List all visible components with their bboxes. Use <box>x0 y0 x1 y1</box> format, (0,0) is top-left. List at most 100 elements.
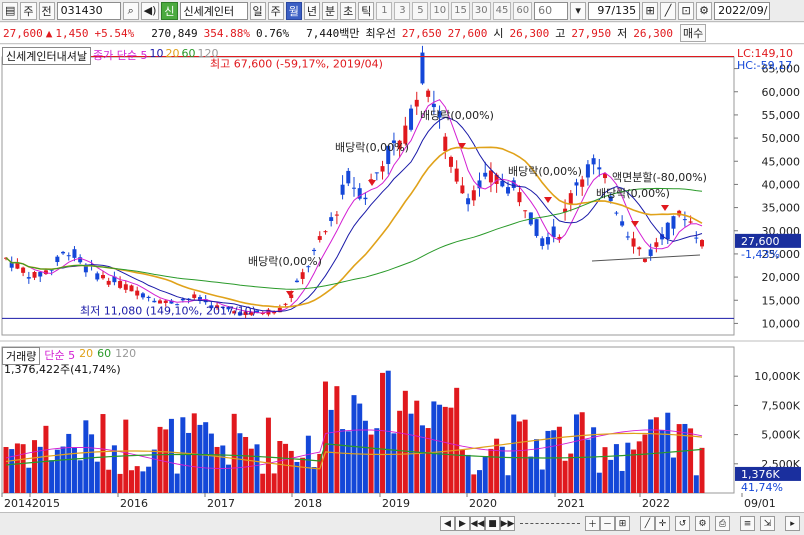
search-icon[interactable]: ⌕ <box>122 1 139 20</box>
chart-area[interactable]: 10,000 15,000 20,000 25,000 30,000 35,000 40,0… <box>0 45 804 535</box>
price-tick-label: 35,000 <box>762 202 801 215</box>
prev-button[interactable]: 전 <box>38 1 55 20</box>
candle-body <box>660 234 665 240</box>
stop-button[interactable]: ■ <box>485 516 500 531</box>
candle-body <box>443 136 448 151</box>
candle-body <box>61 251 66 254</box>
chart-scrollbar[interactable]: ◀ ▶ ◀◀ ■ ▶▶ ＋ － ⊞ ╱ ✛ ↺ ⚙ ⎙ ≡ ⇲ ▸ <box>0 512 804 535</box>
ma10-legend[interactable]: 10 <box>149 47 164 60</box>
draw-icon[interactable]: ╱ <box>660 1 677 20</box>
volume-bar <box>676 424 682 493</box>
stock-code-input[interactable]: 031430 <box>56 1 121 20</box>
candle-body <box>43 270 48 275</box>
speaker-icon[interactable]: ◀) <box>140 1 160 20</box>
reset-icon[interactable]: ↺ <box>675 516 690 531</box>
zoom-track[interactable] <box>520 523 580 525</box>
scroll-start-button[interactable]: ◀◀ <box>470 516 485 531</box>
volume-bar <box>442 406 448 493</box>
candle-body <box>306 266 311 268</box>
period-second[interactable]: 초 <box>340 1 357 20</box>
date-input[interactable]: 2022/09/ <box>714 1 771 20</box>
x-tick-label: 2019 <box>382 497 410 510</box>
x-tick-label: 2015 <box>32 497 60 510</box>
volume-bar <box>545 430 551 493</box>
candle-body <box>426 90 431 97</box>
scroll-right-button[interactable]: ▶ <box>455 516 470 531</box>
volume-bar <box>49 460 55 493</box>
volume-bar <box>220 445 226 493</box>
volume-bar <box>100 414 106 493</box>
volume-bar <box>465 454 471 493</box>
market-select[interactable]: 주 <box>20 1 37 20</box>
draw-line-icon[interactable]: ╱ <box>640 516 655 531</box>
volume-bar <box>237 433 243 493</box>
scroll-end-button[interactable]: ▶▶ <box>500 516 515 531</box>
volume-series-name[interactable]: 거래량 <box>2 347 41 365</box>
ma20-legend[interactable]: 20 <box>165 47 180 60</box>
zoom-in-icon[interactable]: ＋ <box>585 516 600 531</box>
candle-body <box>249 311 254 315</box>
candle-body <box>523 210 528 212</box>
scroll-end-icon[interactable]: ▸ <box>785 516 800 531</box>
interval-45[interactable]: 45 <box>492 1 512 20</box>
count-input[interactable]: 60 <box>534 1 569 20</box>
price-series-name[interactable]: 신세계인터내셔날 <box>2 47 91 65</box>
candle-body <box>158 300 163 304</box>
volume-bar <box>653 417 659 493</box>
volume-bar <box>362 420 368 493</box>
candle-body <box>386 145 391 165</box>
vol-ma20-line <box>5 432 703 470</box>
gear-icon[interactable]: ⚙ <box>696 1 713 20</box>
volume-bar <box>494 438 500 493</box>
candle-body <box>255 310 260 313</box>
volume-bar <box>168 418 174 493</box>
zoom-out-icon[interactable]: － <box>600 516 615 531</box>
candle-body <box>352 187 356 189</box>
volume-bar <box>248 448 254 493</box>
interval-10[interactable]: 10 <box>430 1 450 20</box>
interval-3[interactable]: 3 <box>394 1 411 20</box>
stock-chart[interactable]: 10,00015,00020,00025,00030,00035,00040,0… <box>0 45 804 512</box>
scroll-left-button[interactable]: ◀ <box>440 516 455 531</box>
candle-body <box>357 188 362 199</box>
candle-body <box>466 198 471 205</box>
interval-30[interactable]: 30 <box>471 1 491 20</box>
candle-body <box>215 305 220 309</box>
interval-5[interactable]: 5 <box>412 1 429 20</box>
buy-button[interactable]: 매수 <box>679 24 707 42</box>
period-month[interactable]: 월 <box>285 1 302 20</box>
vol-ma20-legend[interactable]: 20 <box>79 347 94 360</box>
period-year[interactable]: 년 <box>303 1 321 20</box>
volume-tick-label: 5,000K <box>761 429 800 442</box>
ma120-legend[interactable]: 120 <box>197 47 219 60</box>
pin-icon[interactable]: ⊡ <box>678 1 695 20</box>
candle-body <box>317 236 322 240</box>
period-minute[interactable]: 분 <box>322 1 339 20</box>
settings-icon[interactable]: ⚙ <box>695 516 710 531</box>
candle-body <box>591 158 596 165</box>
candle-body <box>346 170 351 184</box>
volume-bar <box>43 425 49 493</box>
volume-bar <box>608 459 614 493</box>
period-day[interactable]: 일 <box>249 1 266 20</box>
ma60-legend[interactable]: 60 <box>181 47 196 60</box>
period-week[interactable]: 주 <box>267 1 284 20</box>
x-tick-label: 2022 <box>642 497 670 510</box>
vol-ma120-legend[interactable]: 120 <box>115 347 137 360</box>
fit-icon[interactable]: ⊞ <box>615 516 630 531</box>
vol-ma5-legend[interactable]: 단순 5 <box>44 349 76 362</box>
new-badge[interactable]: 신 <box>161 1 178 20</box>
period-tick[interactable]: 틱 <box>358 1 375 20</box>
list-icon[interactable]: ≡ <box>740 516 755 531</box>
save-icon[interactable]: ⎙ <box>715 516 730 531</box>
expand-icon[interactable]: ⇲ <box>760 516 775 531</box>
interval-60[interactable]: 60 <box>513 1 533 20</box>
interval-1[interactable]: 1 <box>376 1 393 20</box>
count-dropdown-icon[interactable]: ▾ <box>570 1 587 20</box>
ma5-legend[interactable]: 종가 단순 5 <box>92 49 148 62</box>
crosshair-icon[interactable]: ✛ <box>655 516 670 531</box>
chart-icon[interactable]: ⊞ <box>642 1 659 20</box>
interval-15[interactable]: 15 <box>451 1 470 20</box>
vol-ma60-legend[interactable]: 60 <box>97 347 112 360</box>
menu-icon[interactable]: ▤ <box>2 1 19 20</box>
